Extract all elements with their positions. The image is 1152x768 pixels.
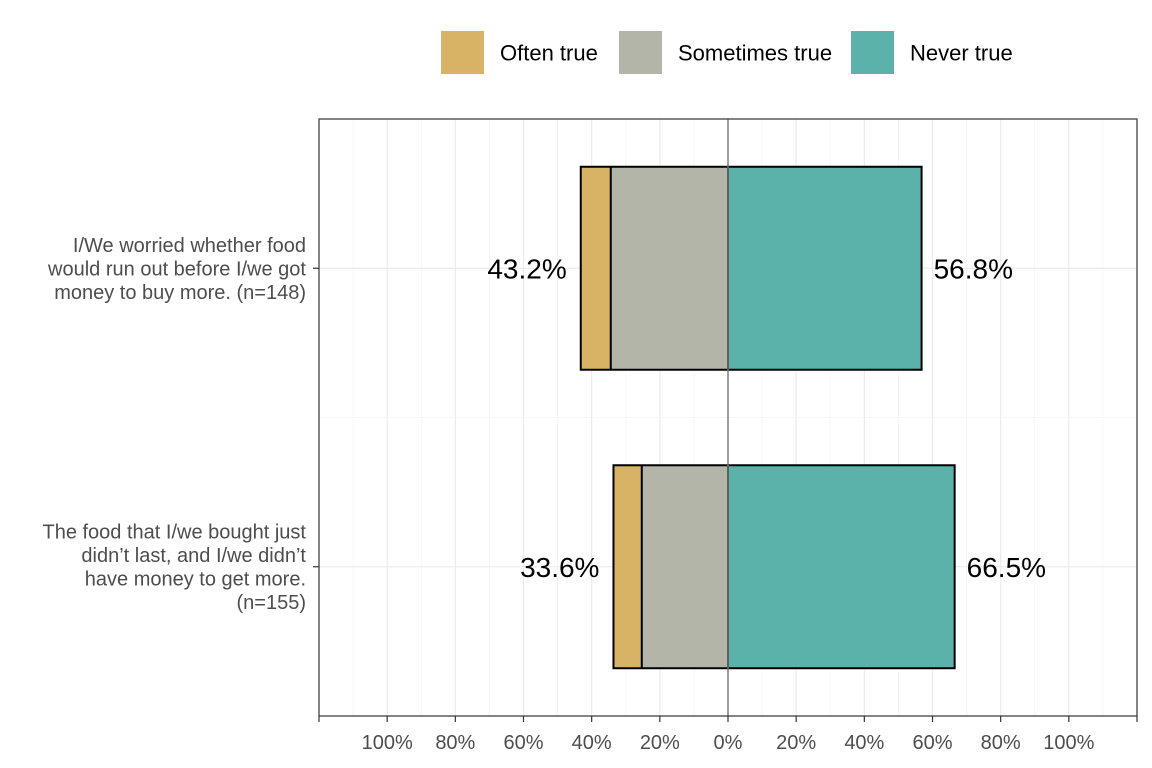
category-label-line: money to buy more. (n=148) (54, 282, 306, 304)
legend-label: Often true (500, 41, 598, 66)
bar-sometimes-true (610, 166, 728, 370)
plot-panel (318, 118, 1138, 717)
category-label-line: would run out before I/we got (47, 258, 306, 280)
category-label-line: (n=155) (237, 592, 307, 614)
x-axis: 100% 80% 60% 40% 20% 0% 20% 40% 60% 80% 100% (318, 716, 1138, 754)
data-labels: 43.2% 56.8% 33.6% 66.5% (487, 253, 1046, 583)
category-label-line: didn’t last, and I/we didn’t (81, 545, 306, 567)
bar-never-true (728, 465, 955, 669)
x-tick-label: 60% (912, 732, 952, 754)
x-tick-label: 100% (1043, 732, 1094, 754)
x-tick-label: 40% (572, 732, 612, 754)
category-label: I/We worried whether food would run out b… (47, 235, 306, 304)
legend: Often true Sometimes true Never true (441, 31, 1013, 74)
category-label: The food that I/we bought just didn’t las… (42, 522, 306, 615)
x-tick-label: 60% (503, 732, 543, 754)
x-tick-label: 80% (981, 732, 1021, 754)
x-tick-label: 40% (844, 732, 884, 754)
bar-often-true (613, 465, 642, 669)
data-label-left: 43.2% (487, 253, 566, 284)
category-label-line: I/We worried whether food (73, 235, 306, 257)
bar-never-true (728, 166, 922, 370)
y-axis: I/We worried whether food would run out b… (42, 235, 319, 614)
category-label-line: have money to get more. (85, 569, 306, 591)
x-tick-label: 20% (640, 732, 680, 754)
x-tick-label: 100% (362, 732, 413, 754)
data-label-right: 56.8% (934, 253, 1013, 284)
data-label-right: 66.5% (967, 552, 1046, 583)
x-tick-label: 20% (776, 732, 816, 754)
legend-label: Never true (910, 41, 1013, 66)
category-label-line: The food that I/we bought just (42, 522, 306, 544)
bars (579, 165, 956, 670)
legend-key-never-true (851, 31, 894, 74)
legend-label: Sometimes true (678, 41, 832, 66)
x-tick-label: 0% (714, 732, 743, 754)
bar-sometimes-true (641, 465, 728, 669)
x-tick-label: 80% (435, 732, 475, 754)
legend-key-sometimes-true (619, 31, 662, 74)
legend-key-often-true (441, 31, 484, 74)
bar-often-true (580, 166, 611, 370)
data-label-left: 33.6% (520, 552, 599, 583)
